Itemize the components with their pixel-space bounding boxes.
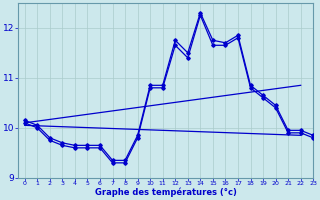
X-axis label: Graphe des températures (°c): Graphe des températures (°c) — [95, 188, 237, 197]
